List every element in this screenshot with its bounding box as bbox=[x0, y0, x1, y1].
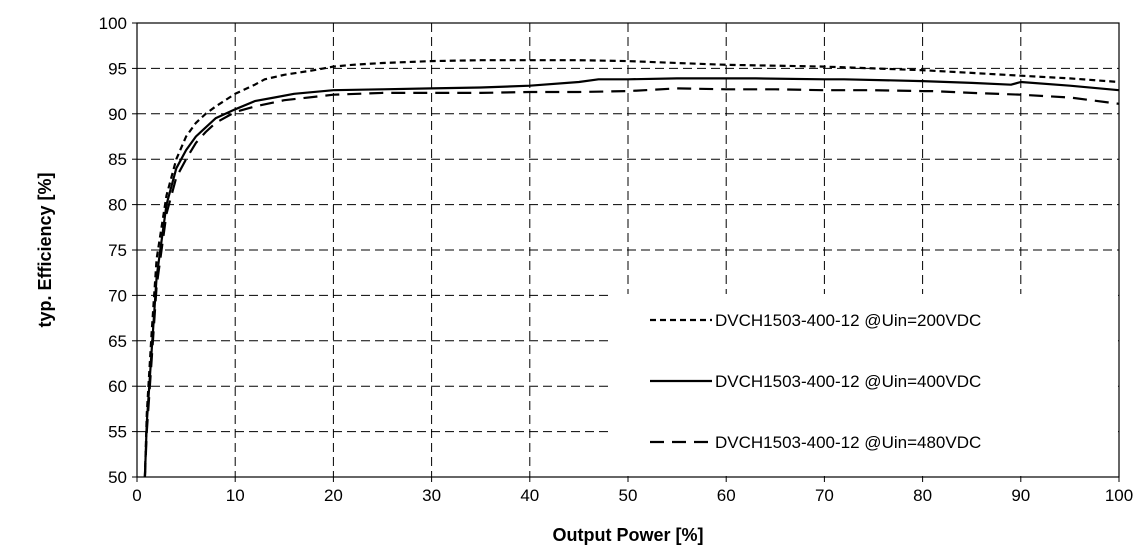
x-tick-label: 60 bbox=[717, 486, 736, 505]
legend: DVCH1503-400-12 @Uin=200VDC DVCH1503-400-… bbox=[611, 294, 1118, 476]
legend-label-2: DVCH1503-400-12 @Uin=480VDC bbox=[715, 433, 981, 452]
legend-label-0: DVCH1503-400-12 @Uin=200VDC bbox=[715, 311, 981, 330]
x-tick-label: 0 bbox=[132, 486, 141, 505]
x-tick-label: 80 bbox=[913, 486, 932, 505]
legend-label-1: DVCH1503-400-12 @Uin=400VDC bbox=[715, 372, 981, 391]
y-tick-label: 50 bbox=[108, 468, 127, 487]
x-tick-labels: 0 10 20 30 40 50 60 70 80 90 100 bbox=[132, 477, 1133, 505]
y-tick-label: 80 bbox=[108, 196, 127, 215]
y-tick-label: 90 bbox=[108, 105, 127, 124]
x-tick-label: 70 bbox=[815, 486, 834, 505]
x-tick-label: 20 bbox=[324, 486, 343, 505]
legend-background bbox=[611, 294, 1118, 476]
x-tick-label: 50 bbox=[619, 486, 638, 505]
series-line-0 bbox=[143, 59, 1120, 478]
y-tick-label: 70 bbox=[108, 286, 127, 305]
y-tick-label: 65 bbox=[108, 332, 127, 351]
series-line-1 bbox=[143, 77, 1120, 478]
series-line-2 bbox=[143, 87, 1120, 478]
y-tick-label: 55 bbox=[108, 423, 127, 442]
y-axis-label: typ. Efficiency [%] bbox=[35, 172, 55, 327]
x-tick-label: 100 bbox=[1105, 486, 1133, 505]
x-axis-label: Output Power [%] bbox=[553, 525, 704, 545]
x-tick-label: 90 bbox=[1011, 486, 1030, 505]
x-tick-label: 30 bbox=[422, 486, 441, 505]
y-tick-label: 85 bbox=[108, 150, 127, 169]
y-tick-label: 60 bbox=[108, 377, 127, 396]
y-tick-label: 100 bbox=[99, 14, 127, 33]
y-tick-label: 75 bbox=[108, 241, 127, 260]
y-tick-labels: 50 55 60 65 70 75 80 85 90 95 100 bbox=[99, 14, 137, 487]
x-tick-label: 10 bbox=[226, 486, 245, 505]
y-tick-label: 95 bbox=[108, 59, 127, 78]
x-tick-label: 40 bbox=[520, 486, 539, 505]
series-group bbox=[143, 59, 1120, 478]
